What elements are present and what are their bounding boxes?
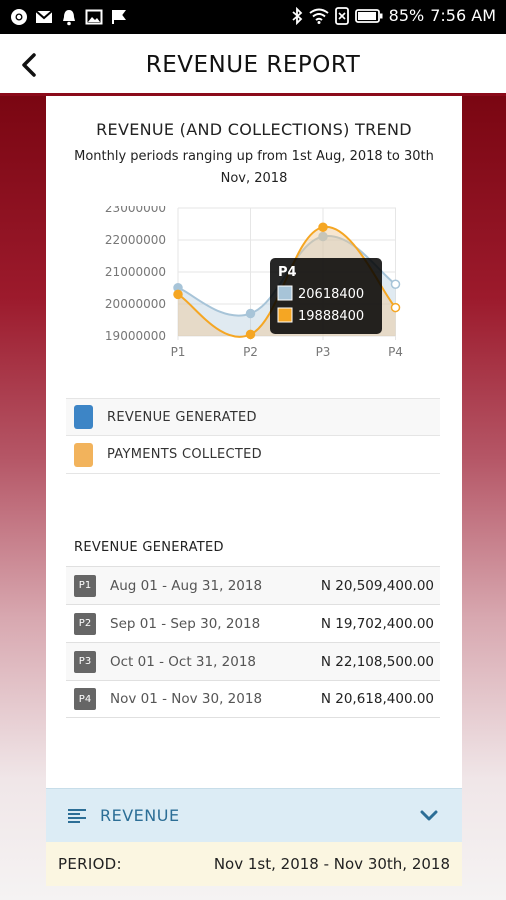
table-row[interactable]: P4 Nov 01 - Nov 30, 2018 N 20,618,400.00 (66, 680, 440, 718)
chevron-down-icon[interactable] (420, 810, 438, 822)
image-icon (85, 9, 103, 25)
row-amount: N 20,509,400.00 (320, 577, 434, 594)
battery-percent: 85% (388, 6, 425, 25)
row-amount: N 19,702,400.00 (320, 615, 434, 632)
back-button[interactable] (12, 48, 46, 82)
data-point[interactable] (318, 222, 328, 232)
list-icon (68, 808, 86, 823)
wifi-icon (309, 8, 329, 24)
x-tick-label: P3 (316, 345, 331, 359)
chart-title: REVENUE (AND COLLECTIONS) TREND (96, 120, 412, 139)
period-badge: P2 (74, 612, 96, 635)
legend-swatch (74, 442, 93, 467)
table-row[interactable]: P3 Oct 01 - Oct 31, 2018 N 22,108,500.00 (66, 642, 440, 680)
bell-icon (63, 10, 75, 26)
y-tick-label: 22000000 (105, 233, 166, 247)
row-amount: N 22,108,500.00 (320, 653, 434, 670)
bluetooth-icon (292, 6, 302, 25)
x-tick-label: P4 (388, 345, 403, 359)
tooltip-swatch (277, 307, 293, 323)
legend-label: REVENUE GENERATED (107, 409, 257, 425)
clock: 7:56 AM (430, 6, 496, 25)
period-row: PERIOD: Nov 1st, 2018 - Nov 30th, 2018 (46, 842, 462, 886)
chart-subtitle: Monthly periods ranging up from 1st Aug,… (74, 149, 434, 186)
legend-item[interactable]: PAYMENTS COLLECTED (66, 436, 440, 474)
tooltip-swatch (277, 285, 293, 301)
data-point[interactable] (245, 308, 256, 319)
legend-label: PAYMENTS COLLECTED (107, 447, 262, 462)
data-point[interactable] (390, 302, 401, 313)
battery-icon (354, 8, 383, 23)
y-tick-label: 20000000 (105, 297, 166, 311)
data-point[interactable] (390, 279, 401, 289)
no-sim-icon (334, 6, 349, 25)
revenue-table-heading: REVENUE GENERATED (74, 540, 224, 555)
data-point[interactable] (173, 289, 183, 300)
chart-tooltip (270, 258, 382, 334)
x-tick-label: P1 (171, 345, 186, 359)
page-title: REVENUE REPORT (145, 52, 361, 78)
period-badge: P4 (74, 688, 96, 710)
period-label: PERIOD: (58, 855, 122, 873)
chrome-icon (11, 9, 27, 25)
revenue-table: P1 Aug 01 - Aug 31, 2018 N 20,509,400.00 P2… (66, 566, 440, 718)
gmail-icon (35, 10, 53, 23)
table-row[interactable]: P2 Sep 01 - Sep 30, 2018 N 19,702,400.00 (66, 604, 440, 642)
status-bar: 85% 7:56 AM (0, 0, 506, 34)
legend-swatch (74, 405, 93, 429)
period-value: Nov 1st, 2018 - Nov 30th, 2018 (213, 855, 450, 873)
app-bar: REVENUE REPORT (0, 34, 506, 96)
tooltip-value: 19888400 (298, 309, 364, 324)
data-point[interactable] (318, 231, 328, 242)
y-tick-label: 21000000 (105, 265, 166, 279)
row-dates: Oct 01 - Oct 31, 2018 (110, 653, 257, 670)
system-icons: 85% 7:56 AM (291, 6, 496, 25)
chart-legend: REVENUE GENERATED PAYMENTS COLLECTED (66, 398, 440, 474)
row-dates: Nov 01 - Nov 30, 2018 (110, 691, 263, 707)
back-arrow-icon (22, 53, 36, 77)
data-point[interactable] (245, 329, 256, 340)
legend-item[interactable]: REVENUE GENERATED (66, 398, 440, 436)
notification-icons (10, 8, 128, 26)
y-tick-label: 19000000 (105, 329, 166, 343)
table-row[interactable]: P1 Aug 01 - Aug 31, 2018 N 20,509,400.00 (66, 566, 440, 604)
row-dates: Aug 01 - Aug 31, 2018 (110, 577, 263, 594)
tooltip-title: P4 (278, 265, 297, 280)
period-badge: P1 (74, 574, 96, 597)
report-card[interactable]: REVENUE (AND COLLECTIONS) TREND Monthly … (46, 96, 462, 886)
y-tick-label: 23000000 (105, 206, 166, 215)
accordion-label: REVENUE (100, 806, 180, 825)
trend-chart[interactable]: 23000000 22000000 21000000 20000000 19000000… (46, 206, 462, 376)
period-badge: P3 (74, 650, 96, 673)
tooltip-value: 20618400 (298, 287, 364, 302)
row-dates: Sep 01 - Sep 30, 2018 (110, 615, 261, 632)
flag-icon (112, 10, 126, 24)
row-amount: N 20,618,400.00 (320, 691, 434, 707)
revenue-accordion[interactable]: REVENUE (46, 788, 462, 842)
x-tick-label: P2 (243, 345, 258, 359)
